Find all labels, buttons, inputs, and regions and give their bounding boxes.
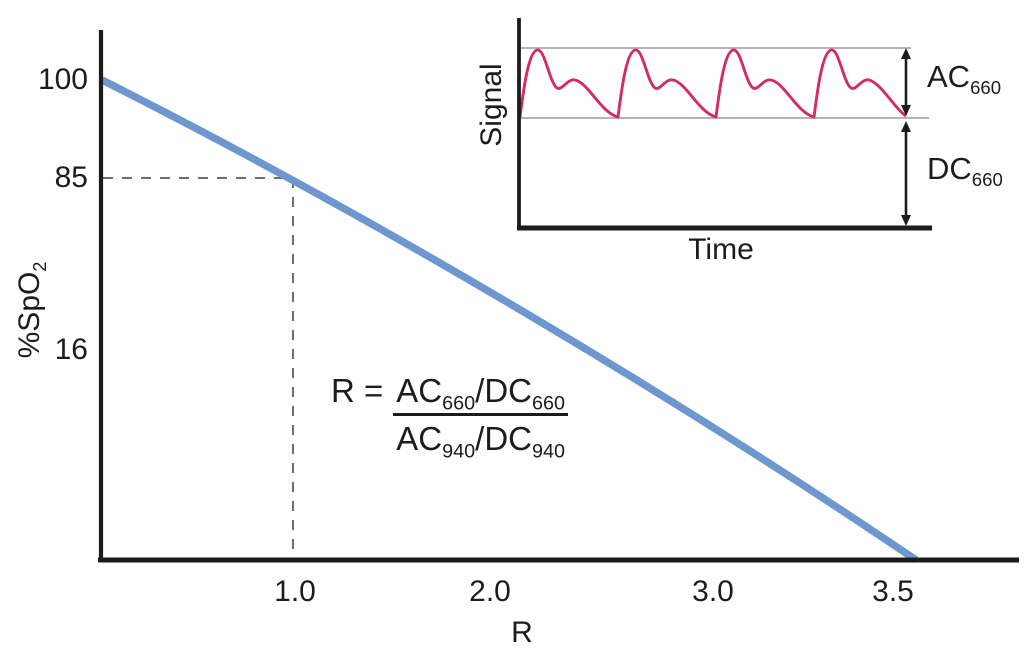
y-tick-100: 100 xyxy=(37,63,88,96)
formula-numerator: AC660/DC660 xyxy=(393,368,568,416)
ac-660-label-subscript: 660 xyxy=(970,77,1002,99)
y-axis-label-base: %SpO xyxy=(13,271,46,359)
dc-660-label: DC660 xyxy=(927,151,1003,189)
dc-660-label-subscript: 660 xyxy=(971,169,1003,191)
x-axis-label: R xyxy=(511,616,533,649)
dc-range-arrow xyxy=(901,121,911,226)
x-tick-2-0: 2.0 xyxy=(469,575,511,608)
y-axis-label: %SpO2 xyxy=(13,262,50,359)
x-tick-1-0: 1.0 xyxy=(274,575,316,608)
inset-x-axis-label: Time xyxy=(688,233,754,266)
x-tick-3-5: 3.5 xyxy=(872,575,914,608)
x-tick-3-0: 3.0 xyxy=(692,575,734,608)
y-tick-85: 85 xyxy=(54,161,88,194)
y-tick-16: 16 xyxy=(54,333,88,366)
calibration-curve xyxy=(100,76,919,564)
y-axis-label-subscript: 2 xyxy=(30,261,50,272)
inset-y-axis-label: Signal xyxy=(475,63,508,147)
ac-660-label-base: AC xyxy=(927,59,971,94)
r-ratio-formula: R = AC660/DC660 AC940/DC940 xyxy=(331,368,568,461)
formula-lhs: R = xyxy=(331,372,384,409)
formula-denominator: AC940/DC940 xyxy=(396,420,565,463)
ac-range-arrow xyxy=(901,48,911,116)
guide-dashed-lines xyxy=(103,177,294,558)
dc-660-label-base: DC xyxy=(927,151,972,186)
ppg-waveform xyxy=(518,48,907,119)
ac-660-label: AC660 xyxy=(927,59,1001,97)
formula-fraction: AC660/DC660 AC940/DC940 xyxy=(393,368,568,461)
